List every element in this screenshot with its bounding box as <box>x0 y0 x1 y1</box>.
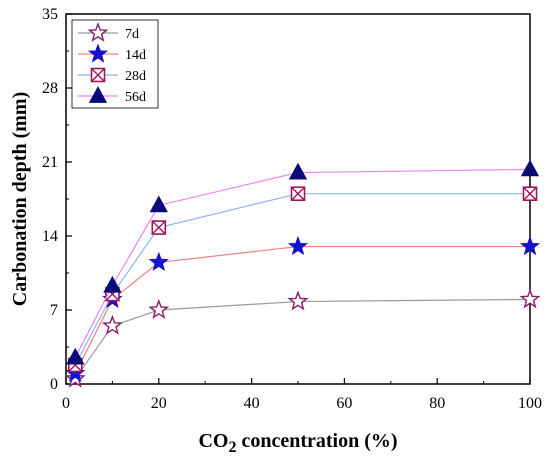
x-tick-label: 40 <box>244 395 260 412</box>
series-line <box>74 298 531 380</box>
legend-marker <box>87 22 109 42</box>
data-point <box>287 235 309 256</box>
series-line <box>74 245 530 374</box>
y-tick-label: 21 <box>42 154 58 171</box>
x-tick-label: 100 <box>518 395 542 412</box>
marker-cross-line <box>291 186 305 201</box>
x-axis-label-main: CO <box>198 430 228 452</box>
series-28d <box>67 186 538 373</box>
marker-cross-line <box>151 220 166 235</box>
legend-marker <box>87 43 109 63</box>
series-line <box>74 193 530 366</box>
data-point <box>148 299 170 319</box>
marker-cross-line <box>91 68 105 82</box>
x-axis-label-rest: concentration (%) <box>236 430 397 452</box>
legend-label: 14d <box>125 48 146 63</box>
y-tick-label: 7 <box>50 302 58 319</box>
data-point <box>522 186 538 202</box>
data-point <box>66 347 85 365</box>
data-point <box>287 290 309 311</box>
series-7d <box>64 288 541 388</box>
y-axis-label: Carbonation depth (mm) <box>9 92 31 306</box>
y-tick-label: 14 <box>42 228 58 245</box>
data-point <box>519 235 541 256</box>
data-point <box>290 186 306 202</box>
data-point <box>151 220 167 235</box>
data-point <box>519 288 541 309</box>
legend-label: 7d <box>125 27 139 42</box>
legend-label: 28d <box>125 69 146 84</box>
data-point <box>103 275 122 293</box>
data-point <box>288 162 308 180</box>
marker-cross-line <box>523 186 537 201</box>
legend-label: 56d <box>125 90 146 105</box>
x-tick-label: 80 <box>429 395 445 412</box>
legend-marker <box>88 86 108 103</box>
data-point <box>520 159 540 177</box>
y-tick-label: 35 <box>42 6 58 23</box>
legend-box <box>71 19 159 109</box>
y-tick-label: 0 <box>50 376 58 393</box>
data-point <box>148 251 169 272</box>
data-point <box>101 314 123 335</box>
x-tick-label: 0 <box>62 395 70 412</box>
x-axis-label: CO2 concentration (%) <box>198 430 397 456</box>
y-tick-label: 28 <box>42 80 58 97</box>
series-56d <box>66 159 540 365</box>
data-point <box>149 195 168 213</box>
x-tick-label: 20 <box>151 395 167 412</box>
x-axis-label-subscript: 2 <box>228 439 236 456</box>
x-tick-label: 60 <box>336 395 352 412</box>
legend-marker <box>90 67 106 83</box>
